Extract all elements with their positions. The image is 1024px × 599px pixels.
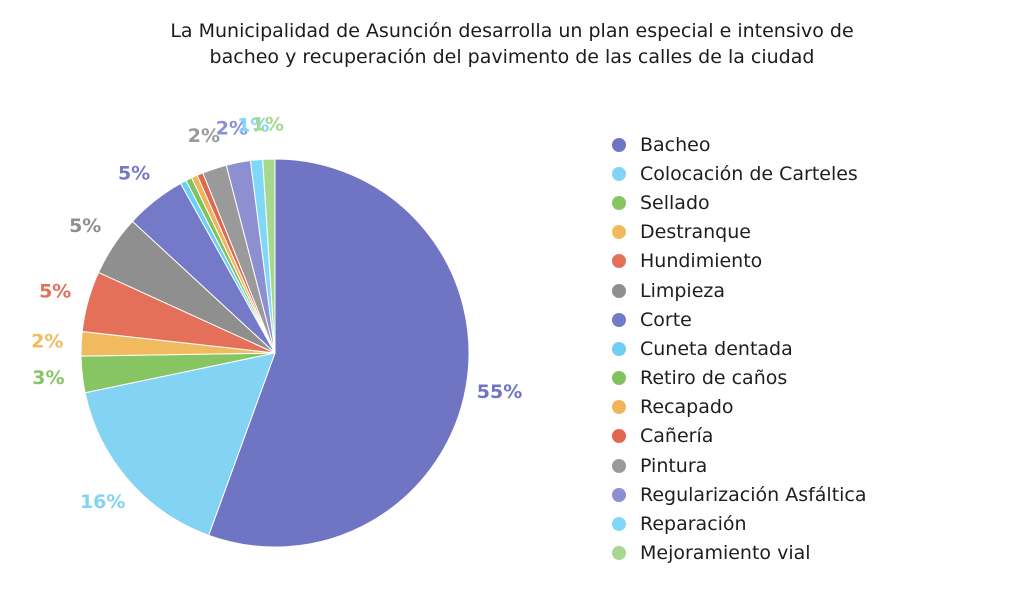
pie-percent-labels: 55%16%3%2%5%5%5%2%2%1%1% xyxy=(31,114,522,513)
legend-label: Limpieza xyxy=(640,279,726,302)
legend-swatch-icon xyxy=(612,341,626,356)
pie-slice-mejoramiento-vial xyxy=(262,158,276,354)
legend-item-mejoramiento-vial: Mejoramiento vial xyxy=(612,539,867,568)
pie-slice-bacheo xyxy=(208,158,470,548)
pie-label-limpieza: 5% xyxy=(69,215,101,237)
pie-label-colocacion-de-carteles: 16% xyxy=(80,491,125,513)
pie-label-regularizacion-asfaltica: 2% xyxy=(216,118,248,140)
legend-item-hundimiento: Hundimiento xyxy=(612,247,867,276)
legend-swatch-icon xyxy=(612,254,626,269)
pie-label-destranque: 2% xyxy=(31,331,63,353)
legend-item-recapado: Recapado xyxy=(612,393,867,422)
legend-label: Sellado xyxy=(640,191,710,214)
pie-label-hundimiento: 5% xyxy=(39,281,71,303)
legend-label: Mejoramiento vial xyxy=(640,542,811,565)
legend-label: Corte xyxy=(640,308,692,331)
pie-label-pintura: 2% xyxy=(188,125,220,147)
legend-label: Cuneta dentada xyxy=(640,337,793,360)
chart-title-line-2: bacheo y recuperación del pavimento de l… xyxy=(209,46,815,68)
legend-swatch-icon xyxy=(612,312,626,327)
legend-swatch-icon xyxy=(612,371,626,386)
legend-item-cuneta-dentada: Cuneta dentada xyxy=(612,334,867,363)
pie-label-sellado: 3% xyxy=(32,367,64,389)
pie-label-mejoramiento-vial: 1% xyxy=(252,114,284,136)
legend-item-limpieza: Limpieza xyxy=(612,276,867,305)
legend-swatch-icon xyxy=(612,458,626,473)
legend-label: Recapado xyxy=(640,396,734,419)
legend-item-colocacion-de-carteles: Colocación de Carteles xyxy=(612,159,867,188)
legend-label: Cañería xyxy=(640,425,714,448)
legend-label: Regularización Asfáltica xyxy=(640,483,867,506)
chart-title-line-1: La Municipalidad de Asunción desarrolla … xyxy=(170,20,854,42)
legend-swatch-icon xyxy=(612,400,626,415)
legend-item-destranque: Destranque xyxy=(612,218,867,247)
legend: Bacheo Colocación de Carteles Sellado Destr… xyxy=(612,130,867,568)
legend-label: Bacheo xyxy=(640,133,711,156)
pie-slices xyxy=(80,158,470,548)
legend-swatch-icon xyxy=(612,546,626,561)
legend-item-caneria: Cañería xyxy=(612,422,867,451)
legend-item-reparacion: Reparación xyxy=(612,509,867,538)
legend-swatch-icon xyxy=(612,225,626,240)
legend-swatch-icon xyxy=(612,429,626,444)
legend-item-retiro-de-canos: Retiro de caños xyxy=(612,364,867,393)
legend-label: Retiro de caños xyxy=(640,367,788,390)
legend-item-sellado: Sellado xyxy=(612,188,867,217)
legend-swatch-icon xyxy=(612,195,626,210)
legend-swatch-icon xyxy=(612,487,626,502)
legend-swatch-icon xyxy=(612,517,626,532)
legend-item-regularizacion-asfaltica: Regularización Asfáltica xyxy=(612,480,867,509)
legend-item-bacheo: Bacheo xyxy=(612,130,867,159)
pie-label-corte: 5% xyxy=(118,162,150,184)
legend-swatch-icon xyxy=(612,137,626,152)
legend-item-corte: Corte xyxy=(612,305,867,334)
legend-label: Pintura xyxy=(640,454,708,477)
legend-label: Reparación xyxy=(640,513,747,536)
pie-slice-colocacion-de-carteles xyxy=(84,352,276,536)
legend-swatch-icon xyxy=(612,283,626,298)
legend-item-pintura: Pintura xyxy=(612,451,867,480)
legend-swatch-icon xyxy=(612,166,626,181)
legend-label: Colocación de Carteles xyxy=(640,162,858,185)
legend-label: Hundimiento xyxy=(640,250,763,273)
legend-label: Destranque xyxy=(640,221,751,244)
pie-label-reparacion: 1% xyxy=(237,115,269,137)
pie-label-bacheo: 55% xyxy=(477,381,522,403)
chart-title: La Municipalidad de Asunción desarrolla … xyxy=(0,18,1024,70)
